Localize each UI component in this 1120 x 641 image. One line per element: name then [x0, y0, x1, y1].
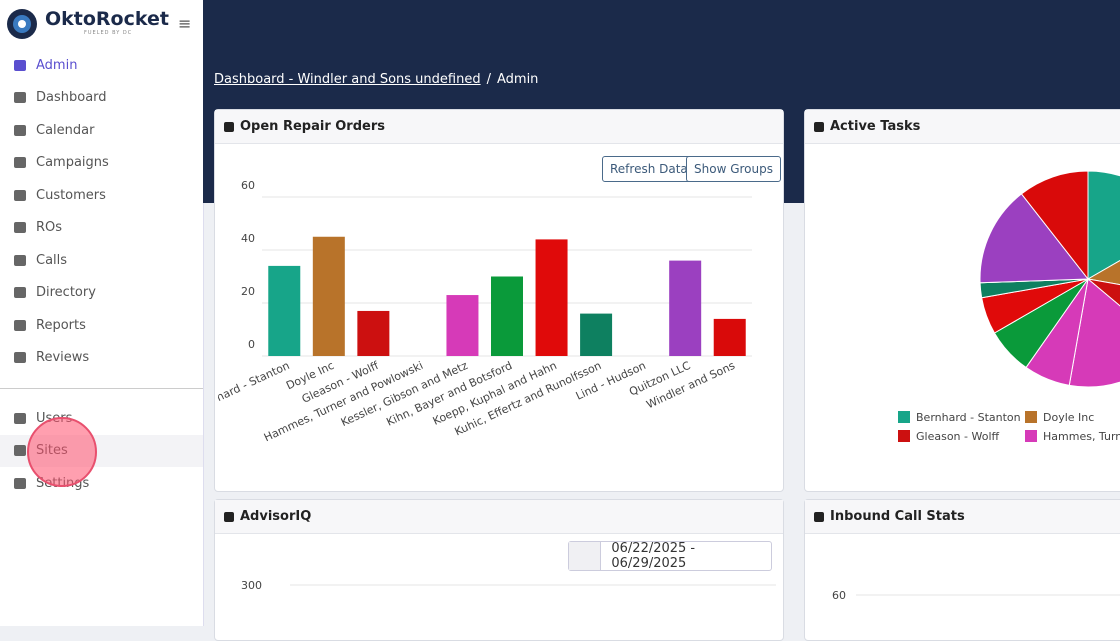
brand: OktoRocket	[45, 8, 169, 30]
nav-icon	[14, 124, 26, 136]
nav-icon	[14, 59, 26, 71]
breadcrumb: Dashboard - Windler and Sons undefined /…	[214, 72, 538, 87]
card-header: Open Repair Orders	[215, 110, 783, 144]
nav-icon	[14, 254, 26, 266]
nav-icon	[14, 412, 26, 424]
nav-label: Users	[36, 410, 73, 426]
nav-label: Settings	[36, 475, 90, 491]
date-range: 06/22/2025 - 06/29/2025	[611, 541, 696, 571]
nav-label: Reports	[36, 317, 86, 333]
nav-icon	[14, 352, 26, 363]
nav-label: Sites	[36, 443, 68, 458]
advisoriq-card: AdvisorIQ 06/22/2025 - 06/29/2025	[214, 499, 784, 641]
card-title: Active Tasks	[830, 119, 921, 134]
nav-icon	[14, 287, 26, 298]
card-title: Open Repair Orders	[240, 119, 385, 134]
tasks-card: Active Tasks	[804, 109, 1120, 492]
nav-item[interactable]: Calendar	[14, 118, 94, 142]
nav-item[interactable]: Calls	[14, 248, 67, 272]
breadcrumb-current: Admin	[496, 72, 539, 87]
nav-item[interactable]: Directory	[14, 281, 96, 305]
divider	[0, 388, 203, 389]
nav-label: Reviews	[36, 350, 90, 365]
nav-label: Directory	[36, 285, 96, 300]
menu-toggle[interactable]: ≡	[178, 14, 192, 33]
nav-label: Calls	[36, 252, 68, 268]
calls-card: Inbound Call Stats	[804, 499, 1120, 641]
refresh-button[interactable]: Refresh Data	[602, 156, 696, 182]
nav-icon	[14, 445, 26, 456]
card-title: Inbound Call Stats	[830, 509, 965, 524]
nav-item[interactable]: Sites	[14, 439, 68, 463]
nav-label: ROs	[36, 220, 63, 235]
sidebar: OktoRocket FUELED BY DC ≡ Admin Dashboard…	[0, 0, 204, 626]
nav-icon	[14, 189, 26, 201]
nav-icon	[14, 319, 26, 331]
nav-item[interactable]: Settings	[14, 471, 89, 495]
nav-label: Calendar	[36, 122, 95, 138]
card-header: Inbound Call Stats	[805, 500, 1120, 534]
repair-card: Open Repair Orders Refresh Data Show Gro…	[214, 109, 784, 492]
tagline: FUELED BY DC	[84, 30, 133, 36]
nav-item[interactable]: Admin	[14, 53, 77, 77]
nav-label: Dashboard	[36, 90, 107, 105]
nav-icon	[14, 222, 26, 233]
nav-item[interactable]: Reviews	[14, 346, 89, 370]
nav-item[interactable]: ROs	[14, 216, 62, 240]
nav-icon	[14, 157, 26, 168]
nav-icon	[14, 92, 26, 103]
calendar-icon	[569, 542, 602, 570]
nav-item[interactable]: Dashboard	[14, 86, 107, 110]
nav-item[interactable]: Customers	[14, 183, 106, 207]
nav-item[interactable]: Campaigns	[14, 151, 109, 175]
breadcrumb-link[interactable]: Dashboard - Windler and Sons undefined	[214, 72, 481, 87]
nav-label: Admin	[36, 57, 78, 73]
topbar	[203, 0, 1120, 51]
nav-item[interactable]: Reports	[14, 313, 86, 337]
card-title: AdvisorIQ	[240, 509, 312, 524]
date-picker[interactable]: 06/22/2025 - 06/29/2025	[568, 541, 772, 571]
nav-item[interactable]: Users	[14, 406, 72, 430]
breadcrumb-separator: /	[486, 72, 491, 87]
nav-label: Campaigns	[36, 155, 109, 170]
card-header: AdvisorIQ	[215, 500, 783, 534]
nav-label: Customers	[36, 187, 106, 203]
groups-button[interactable]: Show Groups	[686, 156, 781, 182]
logo-icon	[7, 9, 37, 39]
nav-icon	[14, 477, 26, 489]
card-header: Active Tasks	[805, 110, 1120, 144]
